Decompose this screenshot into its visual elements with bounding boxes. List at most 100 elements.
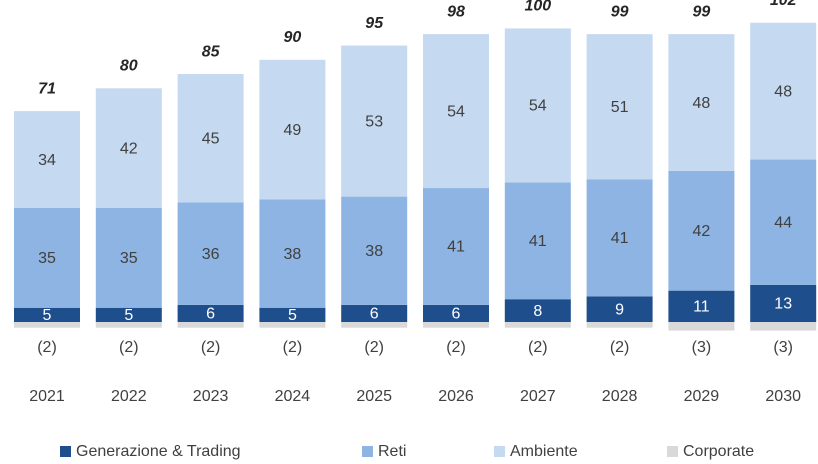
bar-segment (750, 22, 817, 160)
x-tick-label: 2027 (520, 388, 556, 405)
legend-label: Reti (378, 443, 406, 460)
bar-segment (504, 182, 571, 300)
value-label: (2) (119, 339, 139, 356)
bar-segment (177, 304, 244, 322)
total-label: 99 (611, 3, 629, 20)
value-label: 8 (533, 303, 542, 320)
bar-segment (259, 59, 326, 200)
total-label: 80 (120, 58, 138, 75)
value-label: 44 (774, 214, 792, 231)
value-label: 38 (365, 243, 383, 260)
value-label: 41 (611, 230, 629, 247)
total-label: 71 (38, 80, 56, 97)
value-label: 6 (370, 306, 379, 323)
value-label: (2) (528, 339, 548, 356)
legend-label: Ambiente (510, 443, 578, 460)
x-tick-label: 2030 (765, 388, 801, 405)
value-label: 11 (693, 299, 710, 316)
bar-segment (750, 284, 817, 322)
bar-segment (259, 307, 326, 322)
total-label: 102 (770, 0, 797, 9)
bar-segment (14, 322, 80, 328)
bar-segment (259, 322, 326, 328)
bar-segment (423, 34, 489, 189)
value-label: 6 (452, 306, 461, 323)
value-label: (2) (610, 339, 630, 356)
bar-segment (259, 199, 326, 308)
bar-segment (177, 74, 244, 203)
value-label: 41 (447, 239, 465, 256)
bar-segment (586, 179, 653, 297)
x-tick-label: 2021 (29, 388, 65, 405)
legend-swatch (494, 446, 505, 457)
bar-segment (95, 307, 162, 322)
bar-segment (668, 290, 735, 322)
value-label: 13 (774, 296, 792, 313)
total-label: 90 (284, 29, 302, 46)
value-label: 48 (774, 83, 792, 100)
legend-swatch (60, 446, 71, 457)
bar-segment (423, 322, 489, 328)
value-label: 35 (120, 250, 138, 267)
bar-segment (341, 304, 408, 322)
bar-segment (423, 304, 489, 322)
value-label: 6 (206, 306, 215, 323)
x-tick-label: 2029 (684, 388, 720, 405)
bar-segment (586, 322, 653, 328)
bar-segment (95, 88, 162, 208)
bar-segment (668, 170, 735, 291)
x-tick-label: 2024 (275, 388, 311, 405)
bar-segment (341, 322, 408, 328)
bar-segment (504, 28, 571, 183)
value-label: (2) (201, 339, 221, 356)
bar-segment (341, 196, 408, 305)
value-label: (2) (37, 339, 57, 356)
bar-segment (504, 299, 571, 322)
value-label: 53 (365, 113, 383, 130)
value-label: 38 (284, 246, 302, 263)
value-label: 34 (38, 152, 56, 169)
bar-segment (586, 34, 653, 180)
total-label: 95 (365, 15, 384, 32)
total-label: 85 (202, 43, 221, 60)
value-label: 49 (284, 122, 302, 139)
legend-label: Generazione & Trading (76, 443, 241, 460)
value-label: 42 (693, 223, 711, 240)
value-label: 54 (447, 103, 465, 120)
bar-segment (668, 34, 735, 171)
legend-swatch (667, 446, 678, 457)
value-label: 5 (43, 307, 52, 324)
x-tick-label: 2028 (602, 388, 638, 405)
legend-swatch (362, 446, 373, 457)
total-label: 100 (524, 0, 551, 15)
value-label: (2) (446, 339, 466, 356)
value-label: 41 (529, 233, 547, 250)
value-label: 42 (120, 140, 138, 157)
value-label: (3) (692, 339, 712, 356)
value-label: 36 (202, 246, 220, 263)
x-tick-label: 2023 (193, 388, 229, 405)
value-label: (2) (283, 339, 303, 356)
bar-segment (504, 322, 571, 328)
bar-segment (750, 322, 817, 331)
bar-segment (586, 296, 653, 322)
bar-segment (341, 45, 408, 197)
value-label: (3) (773, 339, 793, 356)
bar-segment (14, 208, 80, 308)
bar-segment (750, 159, 817, 285)
legend-label: Corporate (683, 443, 754, 460)
bar-segment (14, 111, 80, 208)
x-tick-label: 2026 (438, 388, 474, 405)
value-label: 45 (202, 130, 220, 147)
total-label: 98 (447, 3, 465, 20)
value-label: 5 (288, 307, 297, 324)
bar-segment (423, 188, 489, 305)
bar-segment (177, 322, 244, 328)
value-label: 35 (38, 250, 56, 267)
bar-segment (668, 322, 735, 331)
value-label: 9 (615, 301, 624, 318)
value-label: (2) (364, 339, 384, 356)
bar-segment (177, 202, 244, 305)
x-tick-label: 2025 (356, 388, 392, 405)
